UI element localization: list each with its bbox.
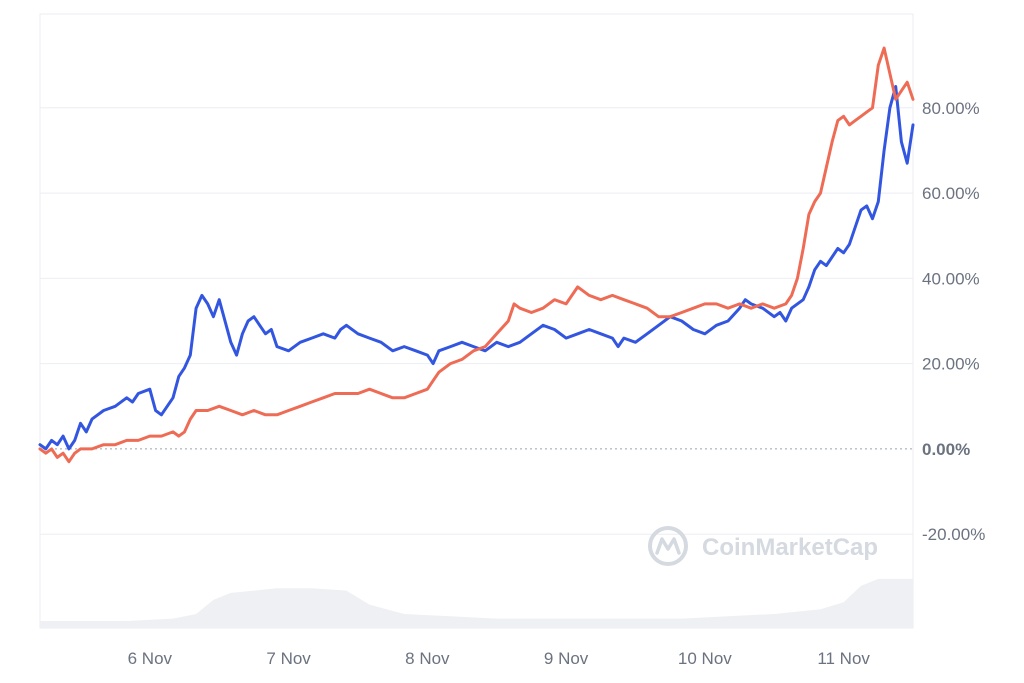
series-layer (38, 46, 915, 464)
x-tick-label: 7 Nov (266, 649, 311, 668)
x-tick-label: 9 Nov (544, 649, 589, 668)
coinmarketcap-logo-icon (648, 526, 688, 566)
volume-area (40, 578, 913, 628)
x-tick-label: 11 Nov (817, 649, 870, 668)
series-line-blue (38, 85, 915, 451)
axis-layer: 80.00% 60.00% 40.00% 20.00% 0.00% -20.00% 6 No… (128, 99, 986, 668)
y-tick-label: -20.00% (922, 525, 985, 544)
x-tick-label: 8 Nov (405, 649, 450, 668)
y-tick-label: 40.00% (922, 269, 980, 288)
x-tick-label: 10 Nov (678, 649, 732, 668)
watermark: CoinMarketCap (648, 526, 878, 566)
volume-layer (40, 578, 913, 628)
watermark-text: CoinMarketCap (702, 534, 878, 561)
series-line-orange (38, 46, 915, 464)
y-tick-label: 0.00% (922, 440, 970, 459)
y-tick-label: 60.00% (922, 184, 980, 203)
y-tick-label: 80.00% (922, 99, 980, 118)
x-tick-label: 6 Nov (128, 649, 173, 668)
y-tick-label: 20.00% (922, 355, 980, 374)
